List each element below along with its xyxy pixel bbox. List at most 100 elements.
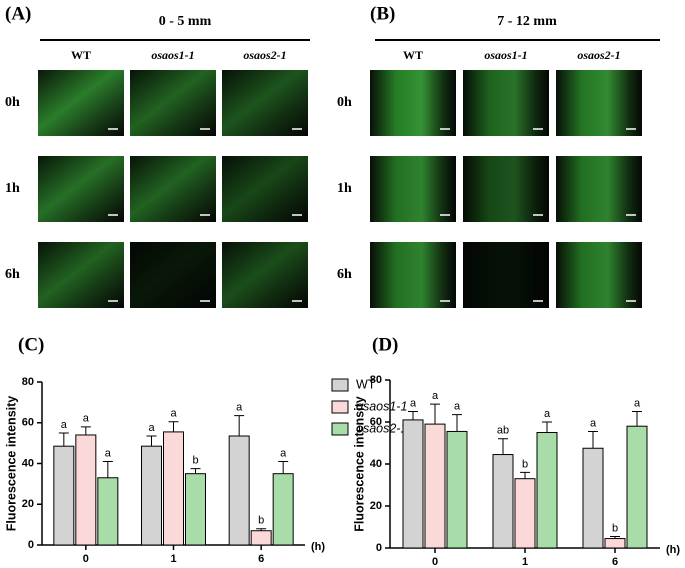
significance-letter: a <box>454 401 461 413</box>
error-bar <box>452 414 462 432</box>
bar <box>514 478 536 549</box>
row-label: 6h <box>5 267 20 282</box>
column-label: WT <box>71 48 91 62</box>
error-bar <box>408 411 418 420</box>
column-label: osaos1-1 <box>151 48 194 62</box>
bar <box>250 530 272 546</box>
y-tick-label: 80 <box>370 374 382 386</box>
micrograph <box>556 242 642 308</box>
legend-swatch <box>331 400 349 414</box>
y-tick-label: 60 <box>370 416 382 428</box>
error-bar <box>146 435 157 447</box>
x-tick-label: 6 <box>612 556 618 568</box>
x-tick-label: 6 <box>258 553 264 565</box>
bar <box>626 425 648 549</box>
bar <box>402 419 424 549</box>
legend-label: WT <box>356 377 376 391</box>
bar <box>75 434 97 546</box>
row-label: 0h <box>337 95 352 110</box>
error-bar <box>168 421 179 432</box>
significance-letter: b <box>522 458 528 470</box>
bar <box>185 473 206 546</box>
micrograph <box>222 242 308 308</box>
column-label: osaos1-1 <box>484 48 527 62</box>
error-bar <box>588 430 598 449</box>
error-bar <box>542 421 552 433</box>
micrograph <box>463 242 549 308</box>
error-bar <box>58 432 69 447</box>
bar <box>424 423 446 549</box>
error-bar <box>520 471 530 479</box>
y-tick-label: 20 <box>370 500 382 512</box>
significance-letter: a <box>170 408 177 420</box>
micrograph <box>38 242 124 308</box>
significance-letter: a <box>105 447 112 459</box>
micrograph <box>556 70 642 136</box>
bar <box>272 473 294 546</box>
bar <box>141 445 162 546</box>
bar <box>97 477 119 546</box>
y-tick-label: 20 <box>22 498 34 510</box>
bar <box>604 538 626 549</box>
bar <box>582 447 604 549</box>
micrograph <box>463 156 549 222</box>
error-bar <box>498 438 508 455</box>
significance-letter: a <box>148 422 155 434</box>
micrograph <box>370 156 456 222</box>
significance-letter: a <box>83 413 90 425</box>
significance-letter: b <box>192 455 198 467</box>
row-label: 0h <box>5 95 20 110</box>
y-tick-label: 60 <box>22 417 34 429</box>
micrograph <box>370 242 456 308</box>
bar <box>492 454 514 549</box>
y-tick-label: 40 <box>22 457 34 469</box>
column-label: osaos2-1 <box>577 48 620 62</box>
micrograph <box>556 156 642 222</box>
significance-letter: a <box>61 419 68 431</box>
bar <box>228 435 250 546</box>
significance-letter: b <box>258 515 264 527</box>
y-tick-label: 40 <box>370 458 382 470</box>
panel-label: (B) <box>370 3 395 24</box>
error-bar <box>102 460 113 478</box>
micrograph <box>38 70 124 136</box>
micrograph <box>130 242 216 308</box>
micrograph <box>130 70 216 136</box>
legend-swatch <box>331 422 349 436</box>
x-tick-label: 0 <box>83 553 89 565</box>
bar <box>53 445 75 546</box>
region-header: 7 - 12 mm <box>497 14 557 29</box>
error-bar <box>234 415 245 436</box>
error-bar <box>278 460 289 474</box>
column-label: WT <box>403 48 423 62</box>
y-tick-label: 0 <box>28 539 34 551</box>
column-label: osaos2-1 <box>243 48 286 62</box>
error-bar <box>430 403 440 425</box>
micrograph <box>38 156 124 222</box>
error-bar <box>632 411 642 427</box>
bar <box>163 431 184 546</box>
panel-label: (C) <box>18 334 44 355</box>
micrograph <box>222 70 308 136</box>
error-bar <box>80 426 91 435</box>
significance-letter: a <box>236 402 243 414</box>
significance-letter: a <box>590 417 597 429</box>
region-header: 0 - 5 mm <box>159 14 212 29</box>
row-label: 1h <box>5 181 20 196</box>
panel-label: (A) <box>5 3 31 24</box>
y-tick-label: 80 <box>22 376 34 388</box>
legend-swatch <box>331 378 349 392</box>
panel-label: (D) <box>372 334 398 355</box>
error-bar <box>610 535 620 539</box>
x-axis-unit: (h) <box>666 544 680 556</box>
bar <box>446 430 468 549</box>
x-axis-unit: (h) <box>311 541 325 553</box>
significance-letter: a <box>410 397 417 409</box>
micrograph <box>463 70 549 136</box>
error-bar <box>190 468 201 474</box>
legend-label: osaos2-1 <box>356 421 407 435</box>
significance-letter: b <box>612 522 618 534</box>
y-tick-label: 0 <box>376 542 382 554</box>
x-tick-label: 1 <box>522 556 528 568</box>
